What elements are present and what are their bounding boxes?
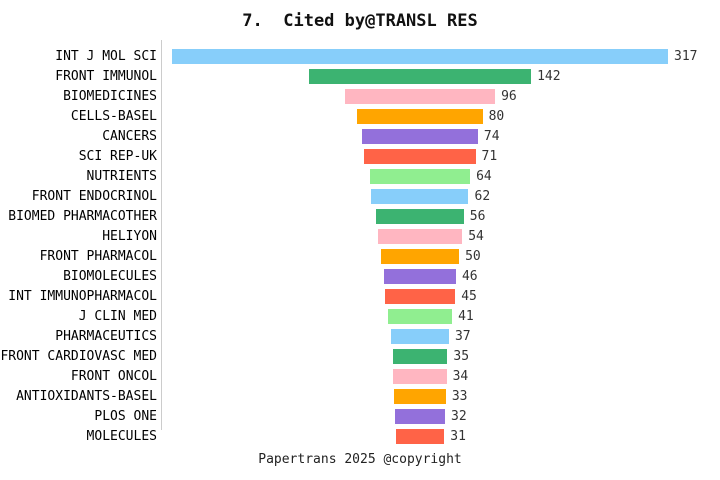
value-label: 46 xyxy=(461,269,478,284)
bar xyxy=(387,309,453,324)
value-label: 41 xyxy=(458,309,474,324)
bar xyxy=(172,49,668,64)
category-label: NUTRIENTS xyxy=(86,169,157,184)
category-label: PHARMACEUTICS xyxy=(55,329,157,344)
value-label: 96 xyxy=(501,89,517,104)
category-label: BIOMED PHARMACOTHER xyxy=(8,209,157,224)
bar xyxy=(308,69,532,84)
category-label: J CLIN MED xyxy=(78,309,157,324)
category-label: FRONT CARDIOVASC MED xyxy=(0,349,157,364)
value-label: 62 xyxy=(474,189,491,204)
bar xyxy=(394,409,446,424)
category-label: CELLS-BASEL xyxy=(70,109,157,124)
copyright-footer: Papertrans 2025 @copyright xyxy=(258,452,462,467)
value-label: 317 xyxy=(674,49,698,64)
category-label: CANCERS xyxy=(102,129,157,144)
chart-title: 7. Cited by@TRANSL RES xyxy=(242,11,478,31)
bar xyxy=(376,209,464,224)
y-axis-line xyxy=(161,40,162,430)
bar xyxy=(392,349,448,364)
bar xyxy=(362,129,478,144)
category-label: FRONT ENDOCRINOL xyxy=(31,189,157,204)
value-label: 32 xyxy=(451,409,467,424)
category-label: BIOMEDICINES xyxy=(63,89,157,104)
value-label: 45 xyxy=(461,289,477,304)
bar xyxy=(380,249,460,264)
value-label: 64 xyxy=(476,169,492,184)
category-label: FRONT ONCOL xyxy=(70,369,157,384)
category-label: BIOMOLECULES xyxy=(63,269,157,284)
value-label: 31 xyxy=(450,429,466,444)
bar xyxy=(369,169,471,184)
bar xyxy=(384,269,456,284)
value-label: 37 xyxy=(454,329,471,344)
category-label: MOLECULES xyxy=(86,429,157,444)
category-label: FRONT IMMUNOL xyxy=(55,69,157,84)
bar xyxy=(377,229,463,244)
bar xyxy=(393,369,447,384)
category-label: ANTIOXIDANTS-BASEL xyxy=(16,389,157,404)
value-label: 56 xyxy=(469,209,486,224)
value-label: 74 xyxy=(483,129,500,144)
bar xyxy=(364,149,476,164)
category-label: INT IMMUNOPHARMACOL xyxy=(8,289,157,304)
bar xyxy=(371,189,469,204)
value-label: 35 xyxy=(453,349,470,364)
bar xyxy=(394,389,446,404)
value-label: 80 xyxy=(488,109,505,124)
value-label: 71 xyxy=(481,149,498,164)
value-label: 54 xyxy=(468,229,484,244)
bar xyxy=(344,89,496,104)
category-label: FRONT PHARMACOL xyxy=(39,249,157,264)
value-label: 34 xyxy=(452,369,469,384)
category-label: INT J MOL SCI xyxy=(55,49,157,64)
bar xyxy=(357,109,483,124)
value-label: 50 xyxy=(465,249,481,264)
category-label: PLOS ONE xyxy=(94,409,157,424)
bar xyxy=(384,289,456,304)
value-label: 33 xyxy=(451,389,468,404)
bar xyxy=(395,429,445,444)
value-label: 142 xyxy=(537,69,561,84)
category-label: HELIYON xyxy=(102,229,157,244)
category-label: SCI REP-UK xyxy=(78,149,157,164)
bar xyxy=(391,329,449,344)
